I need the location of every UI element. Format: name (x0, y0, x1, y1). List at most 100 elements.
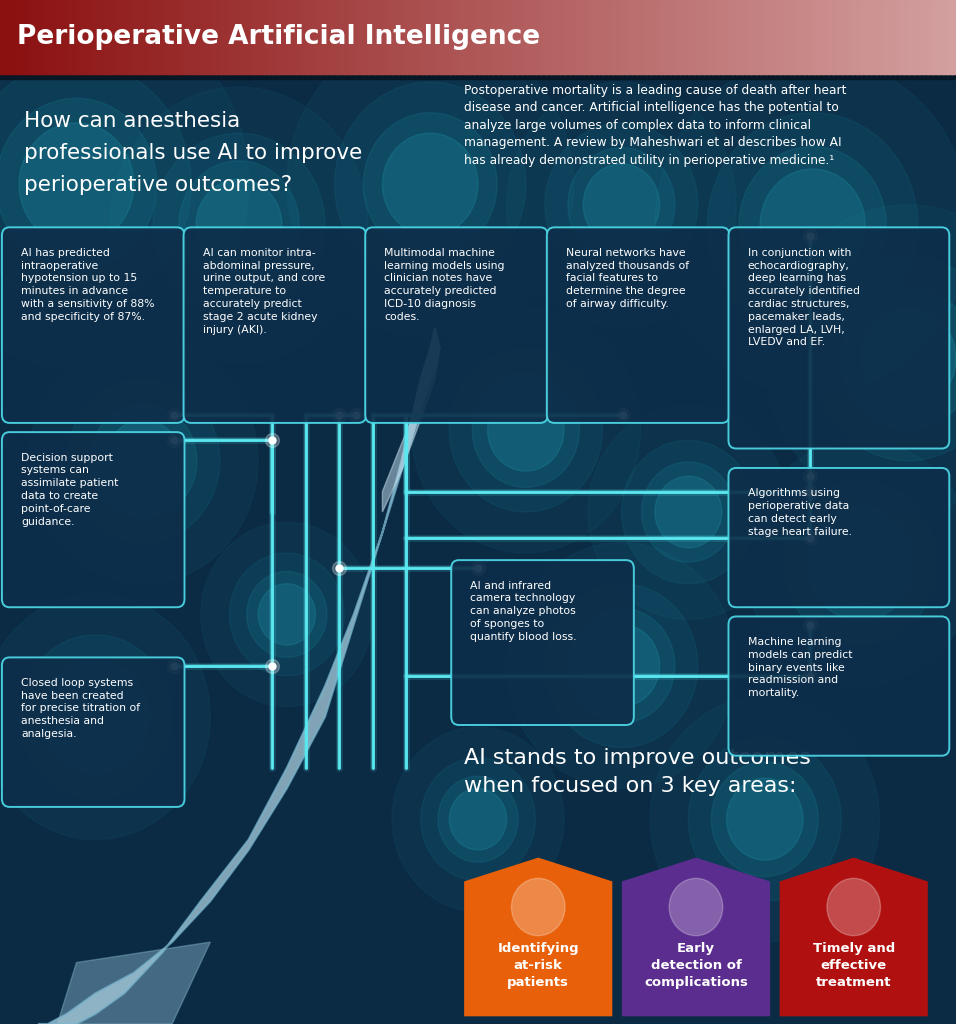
Bar (220, 0, 227, 74)
Bar (363, 0, 370, 74)
Bar (38, 0, 45, 74)
Bar (755, 0, 762, 74)
Bar (196, 0, 203, 74)
Bar (397, 0, 403, 74)
Circle shape (641, 462, 735, 562)
Bar (736, 0, 743, 74)
Bar (827, 0, 834, 74)
FancyBboxPatch shape (184, 227, 366, 423)
Text: Decision support
systems can
assimilate patient
data to create
point-of-care
gui: Decision support systems can assimilate … (21, 453, 119, 526)
Bar (650, 0, 657, 74)
Bar (277, 0, 284, 74)
Bar (186, 0, 193, 74)
Bar (153, 0, 160, 74)
Circle shape (655, 476, 722, 548)
Bar (253, 0, 260, 74)
Bar (942, 0, 948, 74)
Bar (344, 0, 351, 74)
Bar (201, 0, 207, 74)
Bar (86, 0, 93, 74)
Bar (588, 0, 595, 74)
Bar (440, 0, 446, 74)
Bar (33, 0, 40, 74)
Circle shape (583, 164, 660, 246)
Circle shape (42, 659, 149, 774)
Circle shape (583, 625, 660, 707)
Circle shape (258, 584, 315, 645)
Bar (908, 0, 915, 74)
Bar (717, 0, 724, 74)
FancyBboxPatch shape (365, 227, 548, 423)
FancyBboxPatch shape (2, 432, 185, 607)
Circle shape (421, 758, 535, 881)
Bar (215, 0, 222, 74)
Bar (564, 0, 571, 74)
Bar (526, 0, 532, 74)
Bar (330, 0, 337, 74)
Bar (425, 0, 432, 74)
Text: Machine learning
models can predict
binary events like
readmission and
mortality: Machine learning models can predict bina… (748, 637, 852, 698)
Circle shape (472, 373, 579, 487)
Bar (225, 0, 231, 74)
Bar (746, 0, 752, 74)
Bar (655, 0, 662, 74)
Circle shape (568, 147, 675, 262)
Bar (621, 0, 628, 74)
Bar (502, 0, 509, 74)
Bar (5, 0, 11, 74)
Bar (554, 0, 561, 74)
Bar (531, 0, 537, 74)
Bar (860, 0, 867, 74)
Circle shape (19, 123, 134, 246)
Bar (421, 0, 427, 74)
Bar (210, 0, 217, 74)
Circle shape (196, 179, 282, 271)
Bar (698, 0, 705, 74)
Bar (923, 0, 929, 74)
Bar (550, 0, 556, 74)
Bar (593, 0, 599, 74)
Bar (72, 0, 78, 74)
Bar (454, 0, 461, 74)
Bar (392, 0, 399, 74)
Bar (445, 0, 451, 74)
Bar (349, 0, 356, 74)
Bar (76, 0, 83, 74)
Bar (459, 0, 466, 74)
Circle shape (382, 133, 478, 236)
Bar (789, 0, 795, 74)
Bar (669, 0, 676, 74)
Bar (846, 0, 853, 74)
FancyBboxPatch shape (728, 616, 949, 756)
Bar (358, 0, 365, 74)
Text: Closed loop systems
have been created
for precise titration of
anesthesia and
an: Closed loop systems have been created fo… (21, 678, 141, 739)
FancyBboxPatch shape (451, 560, 634, 725)
Bar (817, 0, 824, 74)
Circle shape (621, 440, 755, 584)
Text: Identifying
at-risk
patients: Identifying at-risk patients (497, 942, 579, 989)
Bar (387, 0, 394, 74)
Bar (91, 0, 98, 74)
Bar (402, 0, 408, 74)
Bar (679, 0, 685, 74)
FancyBboxPatch shape (728, 468, 949, 607)
Circle shape (669, 879, 723, 936)
Bar (913, 0, 920, 74)
Bar (96, 0, 102, 74)
Circle shape (229, 553, 344, 676)
Bar (765, 0, 771, 74)
Bar (583, 0, 590, 74)
FancyBboxPatch shape (728, 227, 949, 449)
Circle shape (153, 133, 325, 317)
Bar (14, 0, 21, 74)
Bar (774, 0, 781, 74)
Bar (798, 0, 805, 74)
Bar (19, 0, 26, 74)
FancyBboxPatch shape (2, 657, 185, 807)
Bar (712, 0, 719, 74)
Bar (229, 0, 236, 74)
Bar (325, 0, 332, 74)
Bar (177, 0, 184, 74)
Bar (129, 0, 136, 74)
Circle shape (784, 481, 937, 645)
